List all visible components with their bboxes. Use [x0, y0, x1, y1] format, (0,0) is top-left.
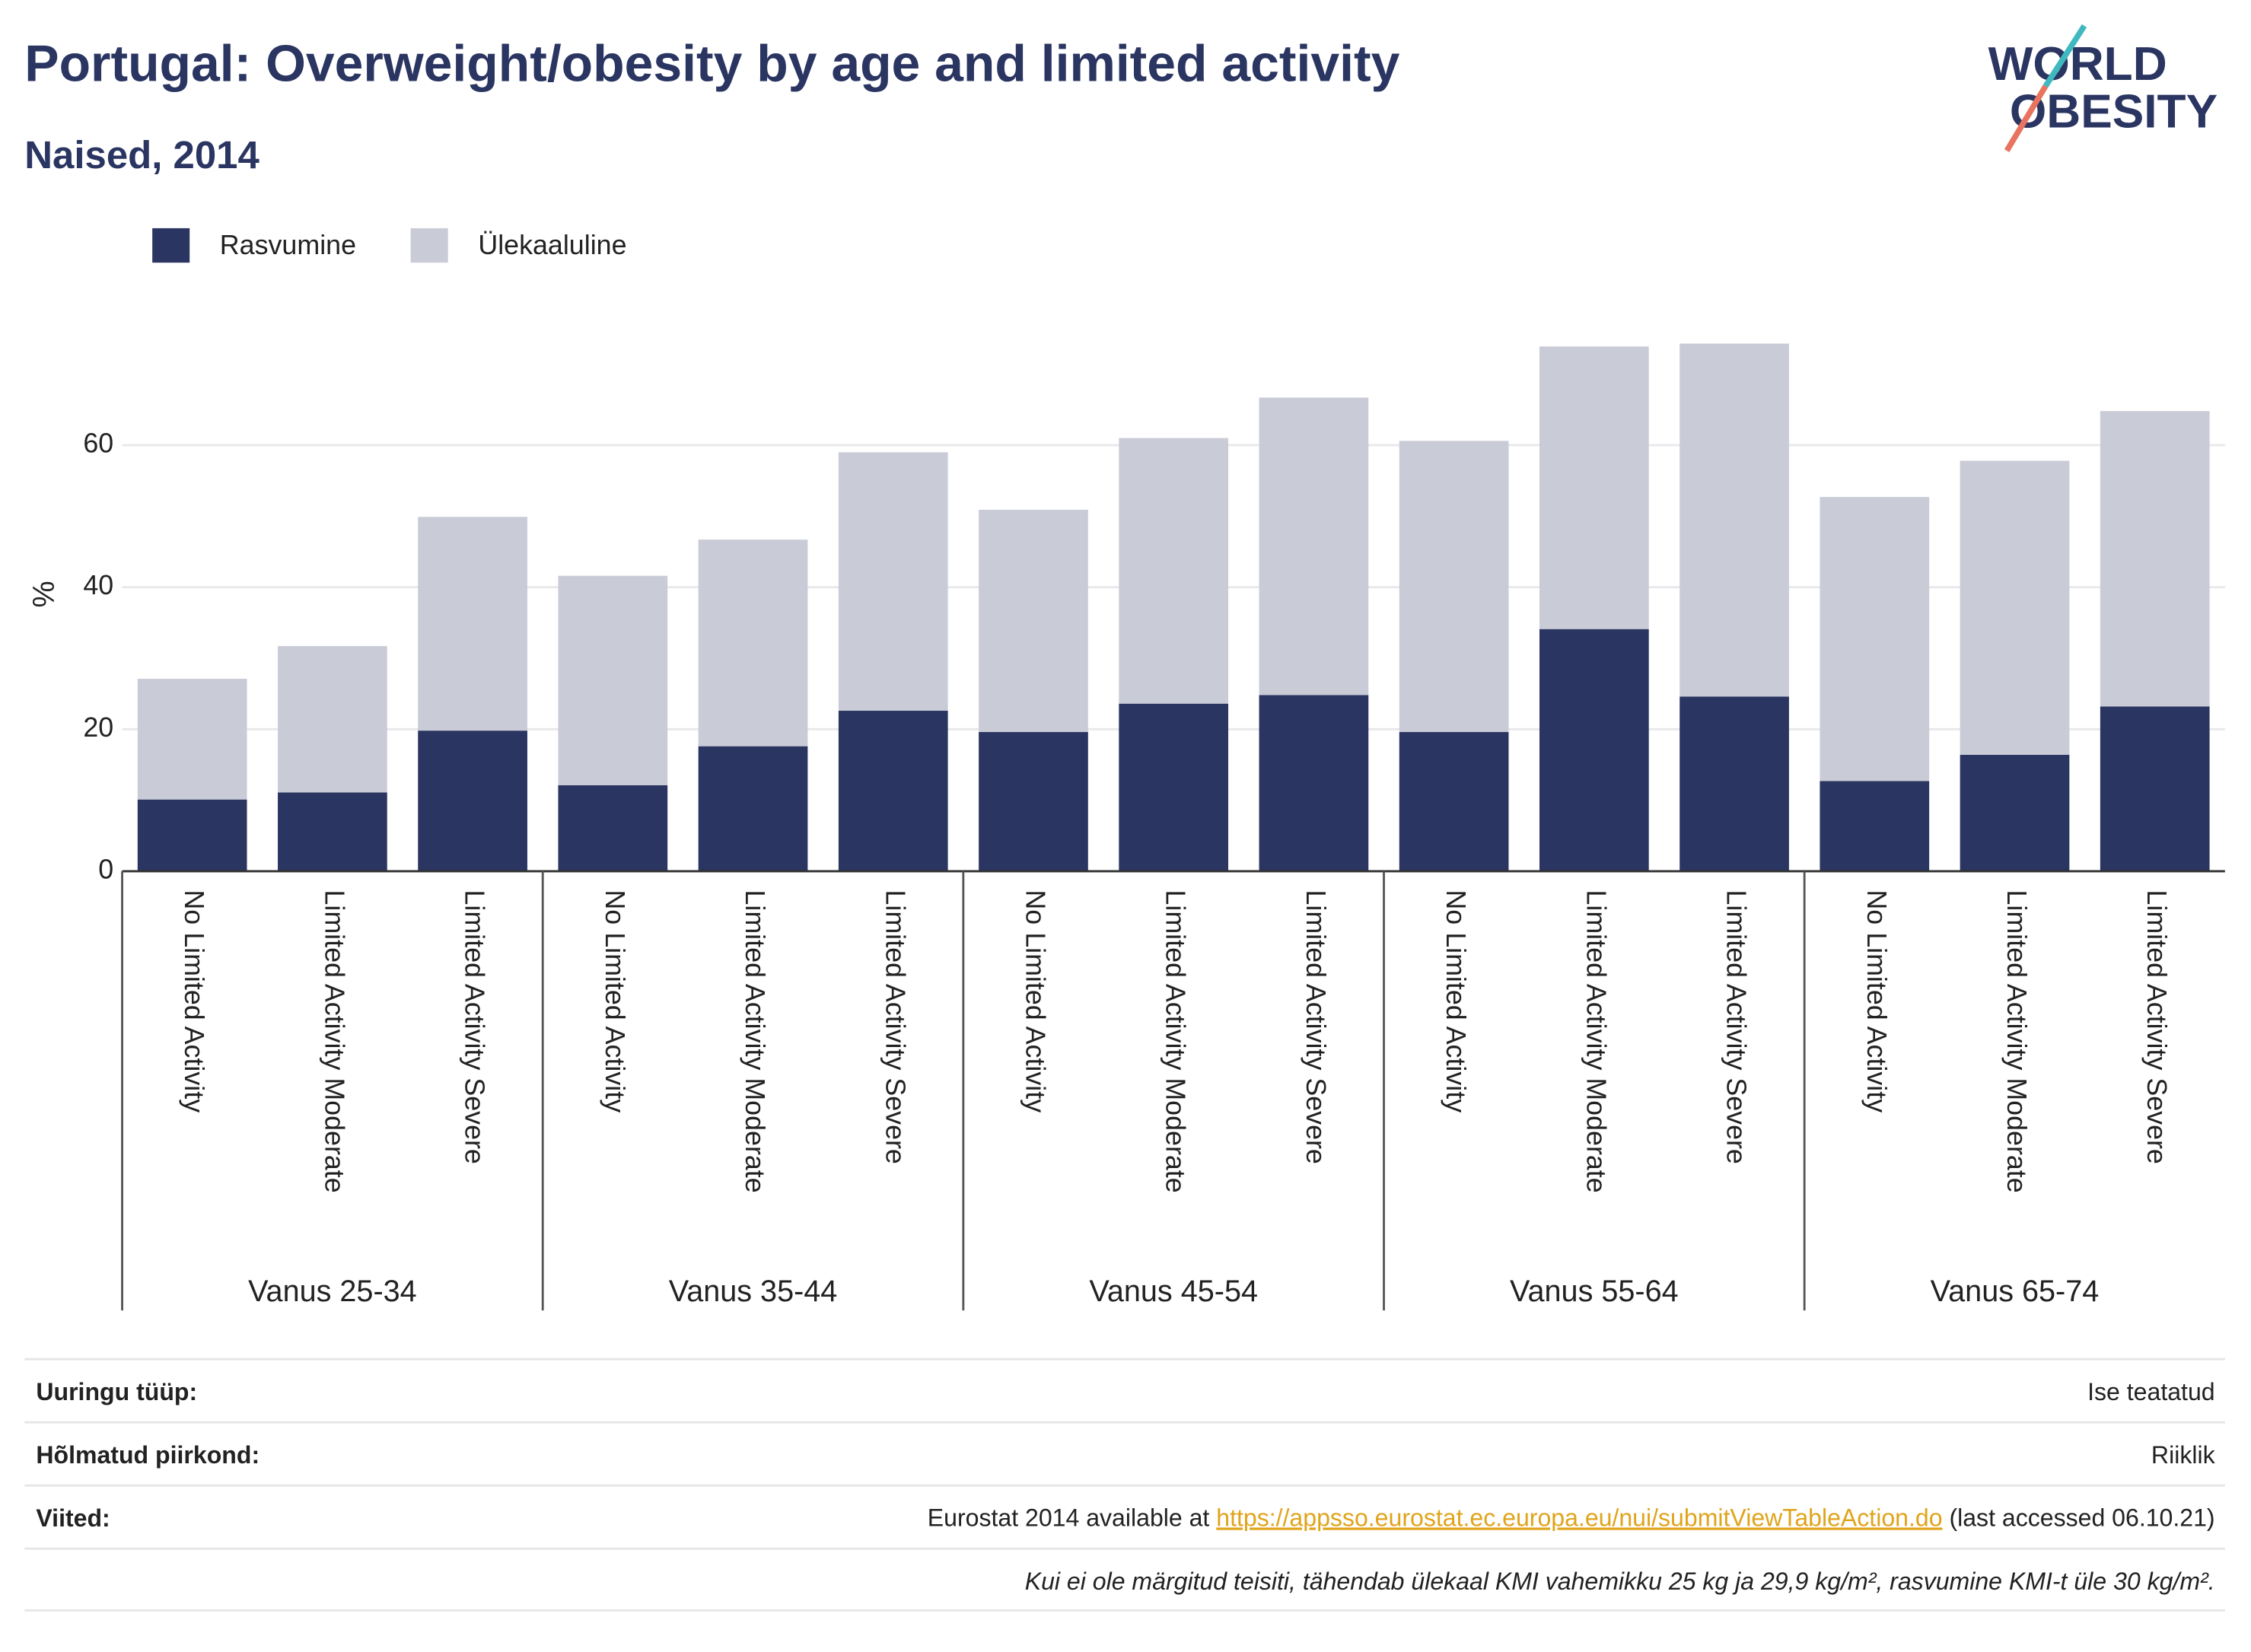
x-tick-label: Limited Activity Severe: [460, 890, 490, 1163]
bar: [1399, 441, 1509, 733]
x-tick-label: No Limited Activity: [1020, 890, 1051, 1112]
group-label: Vanus 55-64: [1510, 1275, 1679, 1308]
x-tick-label: No Limited Activity: [600, 890, 630, 1112]
x-tick-label: No Limited Activity: [179, 890, 209, 1112]
logo-stroke: [2042, 24, 2087, 88]
y-axis-label: %: [27, 581, 61, 607]
x-tick-label: Limited Activity Moderate: [1581, 890, 1611, 1192]
y-tick-label: 40: [83, 570, 113, 600]
bar: [1119, 703, 1229, 871]
bar: [1820, 781, 1930, 871]
chart-subtitle: Naised, 2014: [24, 133, 259, 177]
footer-value: Ise teatatud: [2087, 1378, 2214, 1405]
bar: [838, 711, 948, 871]
bar: [1259, 695, 1369, 871]
bar: [2100, 706, 2210, 871]
x-tick-label: Limited Activity Severe: [880, 890, 910, 1163]
group-label: Vanus 45-54: [1089, 1275, 1258, 1308]
bar: [278, 792, 387, 871]
group-label: Vanus 65-74: [1931, 1275, 2100, 1308]
bar: [979, 732, 1088, 871]
x-tick-label: Limited Activity Moderate: [1161, 890, 1191, 1192]
bar: [698, 746, 808, 871]
bar: [418, 517, 527, 731]
bar: [838, 452, 948, 711]
x-tick-label: Limited Activity Moderate: [740, 890, 770, 1192]
bar: [1820, 497, 1930, 781]
bar: [278, 646, 387, 793]
y-tick-label: 60: [83, 428, 113, 458]
logo-text: WORLD: [1988, 38, 2167, 91]
bar: [1679, 343, 1789, 697]
bar: [1539, 629, 1649, 871]
x-tick-label: No Limited Activity: [1861, 890, 1892, 1112]
y-tick-label: 20: [83, 712, 113, 743]
group-label: Vanus 35-44: [669, 1275, 838, 1308]
x-tick-label: Limited Activity Moderate: [2001, 890, 2032, 1192]
bar: [2100, 411, 2210, 707]
bar: [1960, 754, 2070, 871]
ref-text: (last accessed 06.10.21): [1943, 1504, 2215, 1532]
legend-swatch: [152, 228, 190, 263]
footer-label: Viited:: [36, 1504, 110, 1532]
bar: [137, 679, 247, 800]
footer-value: Eurostat 2014 available at https://appss…: [928, 1504, 2215, 1532]
x-tick-label: Limited Activity Severe: [1301, 890, 1331, 1163]
legend-label: Rasvumine: [220, 230, 356, 260]
x-tick-label: No Limited Activity: [1441, 890, 1471, 1112]
legend-swatch: [410, 228, 448, 263]
footer-label: Uuringu tüüp:: [36, 1378, 197, 1405]
footer-note: Kui ei ole märgitud teisiti, tähendab ül…: [1025, 1568, 2215, 1595]
bar: [558, 785, 668, 871]
bar: [1960, 460, 2070, 755]
bar: [418, 731, 527, 871]
x-tick-label: Limited Activity Severe: [1721, 890, 1752, 1163]
legend-label: Ülekaaluline: [478, 230, 626, 260]
y-tick-label: 0: [98, 854, 113, 884]
logo-stroke: [2004, 84, 2049, 152]
bar: [1679, 696, 1789, 871]
bar: [558, 575, 668, 786]
bar: [1399, 732, 1509, 871]
bar: [1539, 346, 1649, 629]
bar: [979, 509, 1088, 733]
bar: [1119, 438, 1229, 704]
ref-link[interactable]: https://appsso.eurostat.ec.europa.eu/nui…: [1216, 1504, 1942, 1532]
footer-value: Riiklik: [2151, 1441, 2216, 1469]
bar: [698, 540, 808, 746]
x-tick-label: Limited Activity Severe: [2141, 890, 2172, 1163]
x-tick-label: Limited Activity Moderate: [319, 890, 349, 1192]
bar: [1259, 397, 1369, 695]
ref-text: Eurostat 2014 available at: [928, 1504, 1216, 1532]
bar: [137, 799, 247, 871]
group-label: Vanus 25-34: [248, 1275, 417, 1308]
chart-title: Portugal: Overweight/obesity by age and …: [24, 36, 1399, 93]
footer-label: Hõlmatud piirkond:: [36, 1441, 259, 1469]
logo-text: OBESITY: [2010, 85, 2218, 138]
